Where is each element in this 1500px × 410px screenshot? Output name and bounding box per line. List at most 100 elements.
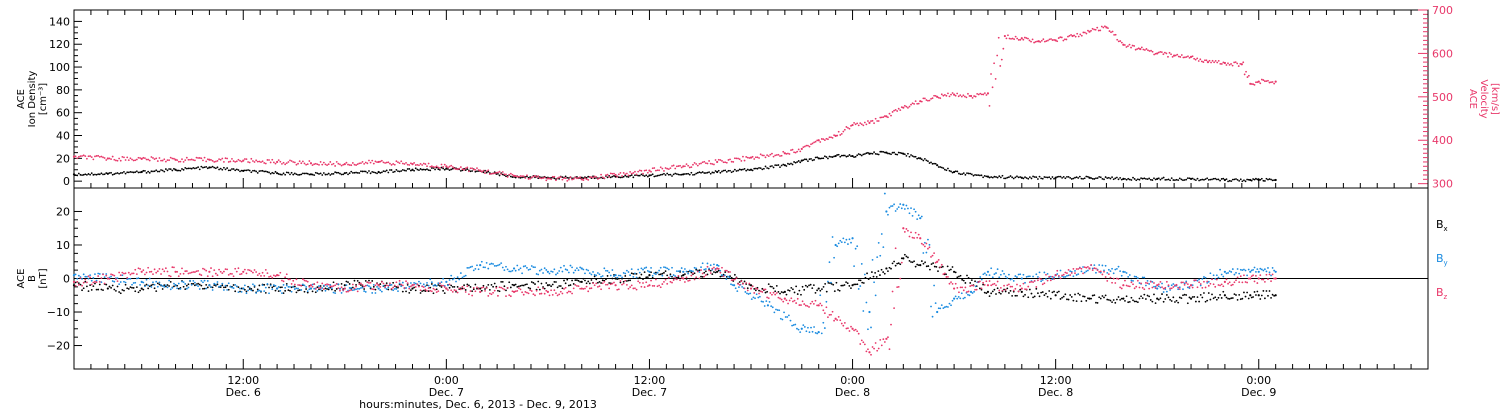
data-point: [1007, 34, 1009, 37]
data-point: [253, 269, 256, 271]
data-point: [210, 166, 212, 169]
data-point: [292, 279, 295, 282]
data-point: [355, 285, 357, 288]
data-point: [145, 271, 148, 274]
data-point: [377, 287, 380, 290]
data-point: [986, 175, 990, 178]
data-point: [118, 271, 121, 274]
data-point: [990, 267, 993, 270]
data-point: [321, 289, 324, 292]
data-point: [227, 273, 230, 276]
data-point: [1001, 174, 1004, 177]
data-point: [382, 170, 385, 173]
data-point: [654, 175, 657, 178]
data-point: [537, 175, 540, 178]
data-point: [540, 282, 543, 285]
data-point: [300, 162, 303, 165]
data-point: [862, 153, 865, 156]
data-point: [630, 268, 633, 271]
data-point: [263, 275, 266, 277]
y-axis-label-left: ACE: [16, 89, 27, 109]
data-point: [342, 173, 345, 176]
data-point: [671, 266, 673, 269]
data-point: [871, 152, 874, 155]
data-point: [695, 267, 698, 270]
data-point: [242, 159, 245, 162]
data-point: [1127, 177, 1130, 180]
data-point: [1116, 277, 1118, 280]
data-point: [1008, 283, 1010, 286]
data-point: [227, 169, 230, 172]
data-point: [119, 172, 122, 174]
data-point: [1267, 278, 1269, 281]
data-point: [437, 166, 440, 169]
data-point: [916, 263, 919, 266]
data-point: [1105, 26, 1108, 29]
data-point: [524, 283, 527, 286]
data-point: [227, 282, 230, 285]
data-point: [825, 306, 828, 309]
data-point: [755, 293, 758, 296]
data-point: [148, 171, 151, 174]
data-point: [1156, 287, 1159, 290]
data-point: [968, 294, 971, 297]
data-point: [311, 173, 314, 176]
data-point: [1139, 47, 1142, 51]
data-point: [213, 269, 216, 272]
data-point: [936, 164, 939, 167]
data-point: [762, 288, 765, 291]
data-point: [1120, 287, 1123, 290]
data-point: [834, 134, 837, 138]
data-point: [440, 163, 443, 166]
data-point: [1043, 40, 1046, 43]
data-point: [500, 262, 503, 265]
data-point: [796, 297, 799, 300]
data-point: [1136, 48, 1139, 50]
data-point: [862, 282, 865, 284]
data-point: [1177, 301, 1180, 304]
data-point: [1243, 73, 1246, 76]
data-point: [743, 159, 746, 162]
data-point: [1220, 273, 1223, 276]
data-point: [648, 270, 651, 273]
data-point: [1172, 283, 1175, 285]
data-point: [698, 277, 701, 280]
data-point: [969, 285, 972, 287]
data-point: [1053, 38, 1056, 41]
data-point: [190, 271, 193, 274]
data-point: [161, 288, 164, 290]
data-point: [184, 288, 187, 291]
data-point: [503, 285, 506, 288]
data-point: [890, 114, 892, 117]
data-point: [894, 247, 897, 250]
data-point: [127, 171, 130, 174]
data-point: [812, 284, 815, 287]
x-tick-label: 0:00: [1246, 374, 1271, 387]
legend-Bz: Bz: [1436, 286, 1448, 301]
data-point: [1043, 176, 1046, 178]
data-point: [720, 274, 723, 276]
data-point: [632, 287, 635, 290]
data-point: [842, 324, 845, 327]
data-point: [277, 159, 280, 162]
data-point: [648, 169, 651, 172]
data-point: [559, 266, 562, 269]
data-point: [347, 281, 349, 283]
data-point: [213, 282, 216, 285]
data-point: [395, 288, 398, 290]
data-point: [788, 163, 791, 166]
data-point: [974, 280, 976, 283]
y-axis-label-left: [nT]: [38, 268, 49, 288]
data-point: [1028, 176, 1031, 179]
data-point: [266, 171, 269, 173]
data-point: [440, 286, 443, 288]
data-point: [1143, 276, 1146, 279]
data-point: [1164, 298, 1167, 300]
data-point: [774, 290, 777, 293]
data-point: [187, 272, 190, 275]
data-point: [471, 170, 474, 172]
data-point: [1151, 286, 1154, 289]
data-point: [1039, 41, 1042, 43]
data-point: [774, 164, 777, 167]
data-point: [81, 155, 83, 157]
